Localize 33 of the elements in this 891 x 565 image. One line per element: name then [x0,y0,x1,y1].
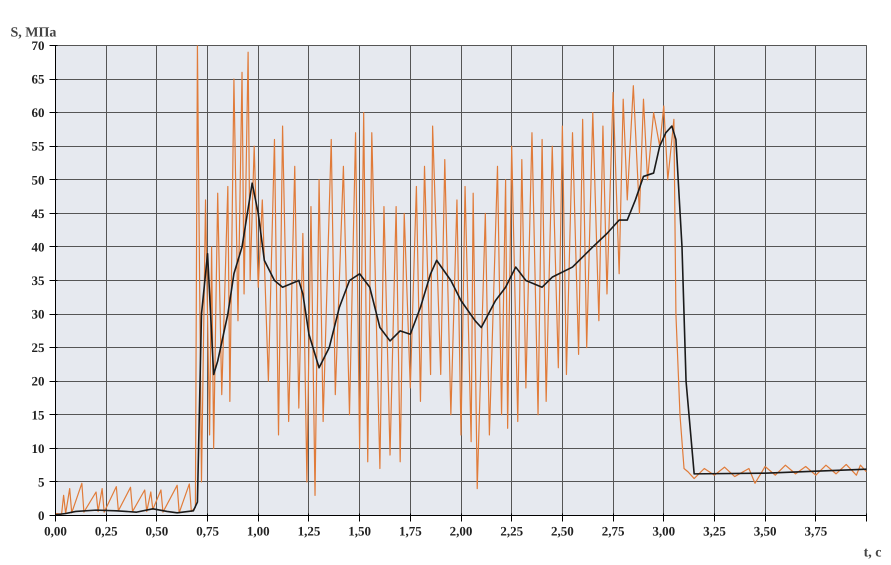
y-tick-label: 40 [32,239,44,254]
y-tick-label: 20 [32,374,44,389]
y-tick-label: 45 [32,206,45,221]
x-tick-label: 0,25 [94,524,118,538]
x-axis-title: t, c [864,546,882,560]
x-tick-label: 0,50 [146,524,168,538]
x-tick-label: 0,00 [44,524,67,538]
y-tick-label: 10 [32,440,44,456]
y-tick-label: 55 [32,138,45,154]
x-tick-label: 1,75 [398,524,422,538]
y-tick-label: 0 [38,508,44,523]
x-tick-label: 0,75 [196,524,220,538]
y-tick-label: 25 [32,340,45,356]
x-tick-label: 3,50 [754,524,776,538]
y-tick-label: 15 [32,407,45,422]
y-tick-label: 70 [32,38,44,53]
y-tick-label: 60 [32,105,44,120]
y-tick-label: 5 [38,474,45,490]
x-tick-label: 1,25 [298,524,321,538]
x-tick-label: 3,25 [703,524,726,538]
y-tick-label: 65 [32,72,45,87]
x-tick-label: 1,00 [246,524,270,538]
y-tick-label: 30 [32,306,44,322]
x-tick-label: 2,50 [551,524,574,538]
y-tick-label: 50 [32,172,44,188]
x-tick-label: 3,00 [652,524,676,538]
x-tick-label: 2,00 [450,524,472,538]
y-tick-label: 35 [32,273,45,288]
x-tick-label: 3,75 [804,524,828,538]
y-axis-title: S, МПа [10,26,56,40]
x-tick-label: 1,50 [348,524,371,538]
x-tick-label: 2,25 [500,524,524,538]
x-tick-label: 2,75 [602,524,625,538]
